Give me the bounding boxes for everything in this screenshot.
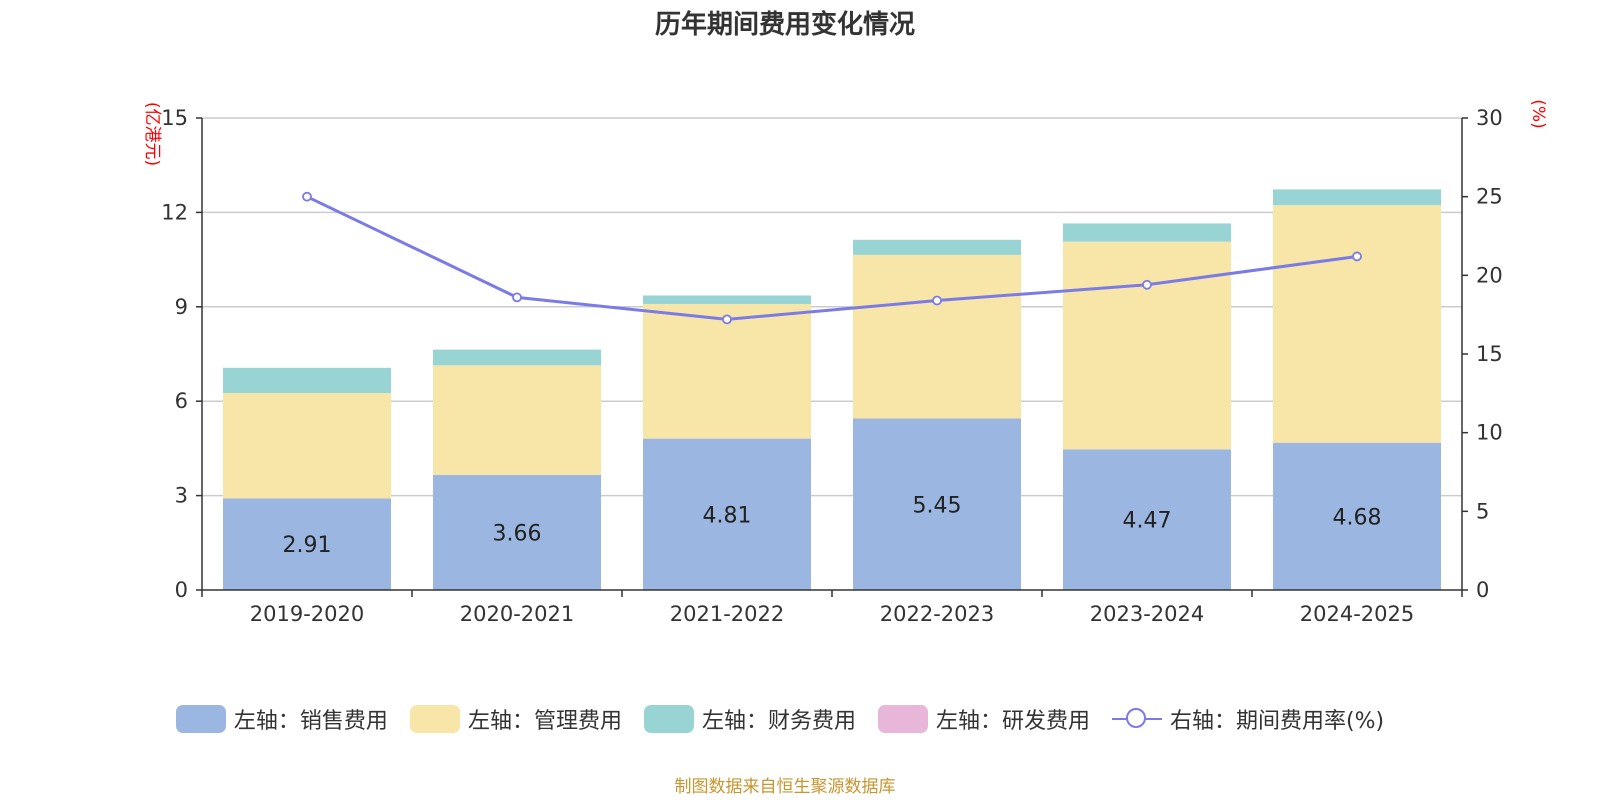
- x-axis-tick-label: 2020-2021: [460, 602, 574, 626]
- bar-data-label: 3.66: [493, 521, 542, 546]
- legend-swatch-icon: [877, 705, 928, 733]
- right-axis-tick-label: 10: [1476, 421, 1503, 445]
- x-axis-tick-label: 2024-2025: [1300, 602, 1414, 626]
- bar-data-label: 4.81: [703, 503, 752, 528]
- bar-data-label: 2.91: [283, 533, 332, 558]
- legend-label: 左轴：财务费用: [701, 709, 856, 734]
- legend-label: 右轴：期间费用率(%): [1169, 709, 1385, 734]
- x-axis-tick-label: 2023-2024: [1090, 602, 1204, 626]
- right-axis-tick-label: 30: [1476, 106, 1503, 130]
- chart-title: 历年期间费用变化情况: [654, 10, 915, 40]
- rate-line-point: [302, 191, 312, 202]
- rate-line-point: [1142, 279, 1152, 290]
- bar-segment: [223, 498, 391, 590]
- bar-segment: [853, 239, 1021, 255]
- bar-segment: [433, 474, 601, 590]
- right-axis-tick-label: 25: [1476, 185, 1503, 209]
- rate-line: [306, 195, 1358, 321]
- bar-segment: [433, 365, 601, 475]
- legend-swatch-icon: [643, 705, 694, 733]
- legend-swatch-icon: [175, 705, 226, 733]
- rate-line-series: [302, 191, 1362, 325]
- x-axis-tick-label: 2022-2023: [880, 602, 994, 626]
- chart-canvas: 0 3 6 9 12 15 0 5 10 15 20 25 30 2019-2020 2020-2021 20…: [142, 99, 1548, 626]
- legend-item[interactable]: 左轴：销售费用: [175, 703, 388, 735]
- bar-segment: [1273, 189, 1441, 206]
- bar-segment: [1063, 241, 1231, 450]
- bar-segment: [223, 393, 391, 499]
- bar-segment: [1063, 223, 1231, 242]
- left-axis-tick-label: 9: [175, 295, 188, 319]
- bar-segment: [1273, 205, 1441, 443]
- bar-segment: [1273, 442, 1441, 590]
- legend-item[interactable]: 左轴：财务费用: [643, 703, 856, 735]
- bar-segment: [643, 303, 811, 439]
- rate-line-point: [932, 295, 942, 306]
- bar-segment: [433, 349, 601, 366]
- bar-data-label: 4.68: [1333, 505, 1382, 530]
- left-axis-unit: (亿港元): [142, 102, 162, 166]
- legend-label: 左轴：管理费用: [467, 709, 622, 734]
- left-axis-tick-label: 12: [161, 200, 188, 224]
- left-axis-tick-label: 0: [175, 578, 188, 602]
- right-axis-unit: (%): [1528, 99, 1548, 128]
- bar-segment: [853, 418, 1021, 590]
- legend: 左轴：销售费用 左轴：管理费用 左轴：财务费用 左轴：研发费用 右轴：期间费用率(%): [0, 703, 1560, 735]
- source-note: 制图数据来自恒生聚源数据库: [674, 777, 896, 797]
- bar-data-label: 5.45: [913, 493, 962, 518]
- legend-label: 左轴：研发费用: [935, 709, 1090, 734]
- legend-swatch-icon: [409, 705, 460, 733]
- right-axis-tick-label: 0: [1476, 578, 1489, 602]
- data-labels: 2.91 3.66 4.81 5.45 4.47 4.68: [283, 493, 1382, 558]
- bar-segment: [643, 295, 811, 304]
- right-axis-tick-label: 5: [1476, 499, 1489, 523]
- x-axis-tick-label: 2021-2022: [670, 602, 784, 626]
- legend-item[interactable]: 左轴：管理费用: [409, 703, 622, 735]
- legend-label: 左轴：销售费用: [233, 709, 388, 734]
- bar-segment: [223, 367, 391, 394]
- rate-line-point: [722, 314, 732, 325]
- bar-series: [223, 189, 1441, 590]
- bar-segment: [1063, 449, 1231, 590]
- legend-line-marker-icon: [1111, 705, 1162, 733]
- right-axis-tick-label: 15: [1476, 342, 1503, 366]
- rate-line-point: [1352, 251, 1362, 262]
- rate-line-point: [512, 292, 522, 303]
- bar-data-label: 4.47: [1123, 509, 1172, 534]
- left-axis-tick-label: 6: [175, 389, 188, 413]
- axes: 0 3 6 9 12 15 0 5 10 15 20 25 30 2019-2020 2020-2021 20…: [142, 99, 1548, 626]
- bar-segment: [853, 254, 1021, 419]
- legend-item[interactable]: 左轴：研发费用: [877, 703, 1090, 735]
- x-axis-tick-label: 2019-2020: [250, 602, 364, 626]
- right-axis-tick-label: 20: [1476, 263, 1503, 287]
- bar-segment: [643, 438, 811, 590]
- left-axis-tick-label: 15: [161, 106, 188, 130]
- legend-item[interactable]: 右轴：期间费用率(%): [1111, 703, 1385, 735]
- left-axis-tick-label: 3: [175, 484, 188, 508]
- grid-lines: [202, 117, 1462, 497]
